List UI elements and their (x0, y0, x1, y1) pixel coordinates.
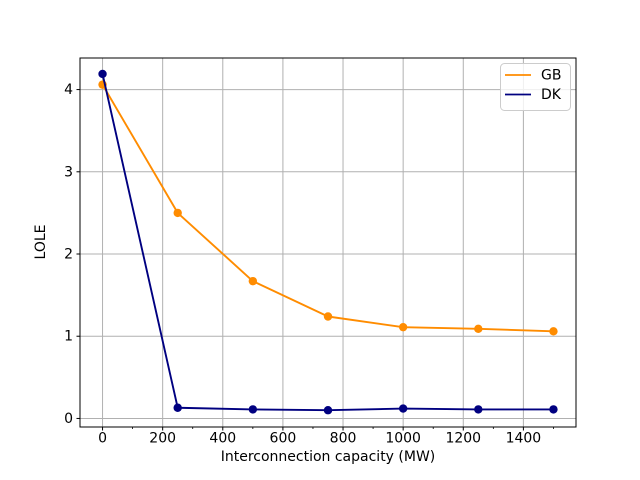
dk-marker (98, 69, 107, 79)
gb-marker (173, 208, 182, 218)
x-tick-label: 200 (149, 431, 176, 447)
gb-marker (398, 322, 408, 332)
dk-marker (173, 403, 182, 412)
x-tick-label: 0 (98, 431, 107, 447)
dk-line (101, 73, 554, 412)
y-tick-label: 2 (64, 247, 73, 263)
y-tick-label: 3 (64, 164, 73, 180)
plot-area: 0 200 400 600 800 1000 1200 1400 0 1 2 3 4 (64, 57, 577, 447)
x-tick-label: 400 (209, 431, 236, 447)
legend-label-gb: GB (541, 68, 561, 84)
dk-marker (323, 406, 333, 415)
y-tick-label: 0 (64, 411, 73, 427)
x-tick-label: 600 (270, 431, 297, 447)
dk-marker (248, 405, 258, 414)
gb-marker (474, 324, 483, 334)
gb-marker (549, 327, 558, 336)
x-tick-label: 1000 (385, 431, 421, 447)
gb-line (101, 84, 554, 333)
x-tick-label: 1200 (445, 431, 481, 447)
axes-spines (79, 57, 577, 428)
dk-marker (398, 404, 408, 413)
x-tick-label: 800 (330, 431, 357, 447)
x-tick-label: 1400 (506, 431, 542, 447)
x-axis-label: Interconnection capacity (MW) (221, 449, 436, 465)
y-tick-label: 1 (64, 329, 73, 345)
legend: GB DK (500, 63, 571, 111)
legend-label-dk: DK (541, 87, 562, 103)
gb-marker (323, 312, 333, 321)
dk-marker (549, 405, 558, 414)
dk-marker (474, 405, 483, 414)
gb-marker (248, 276, 258, 286)
y-tick-label: 4 (64, 82, 73, 98)
y-axis-label: LOLE (33, 225, 49, 260)
